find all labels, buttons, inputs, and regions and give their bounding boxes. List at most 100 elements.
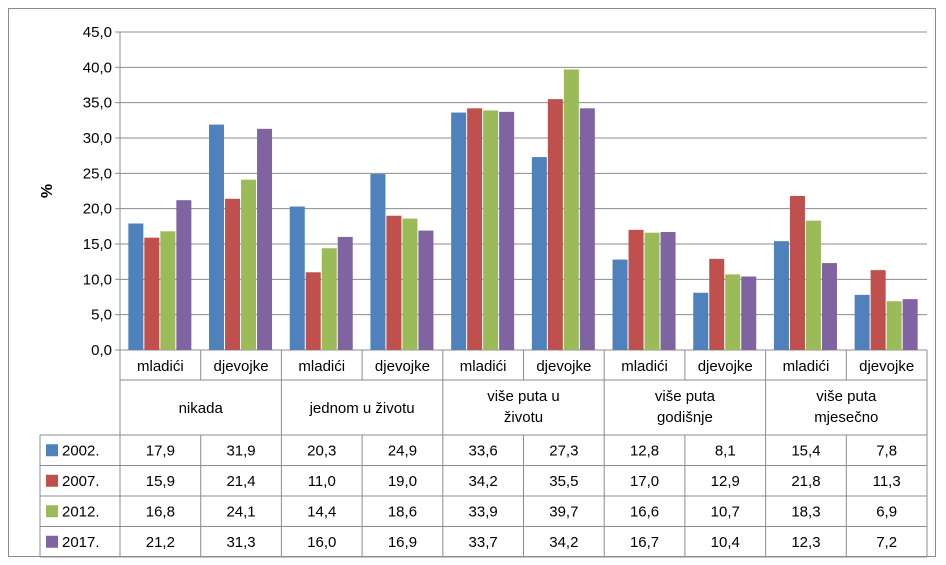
legend-key [46,444,58,457]
data-table-cell: 21,8 [791,473,820,490]
data-table-cell: 7,2 [876,534,897,551]
x-subcategory-label: mladići [460,358,507,375]
x-group-label: više puta u [487,388,560,405]
data-table-cell: 15,9 [146,473,175,490]
bar [370,174,386,350]
bar [563,69,579,350]
x-group-label: životu [504,409,543,426]
bar [773,241,789,350]
data-table-cell: 11,3 [873,473,901,490]
bar [402,218,418,350]
bar [225,198,241,350]
y-tick-label: 25,0 [83,165,112,182]
bar [160,231,176,350]
x-subcategory-label: djevojke [698,358,753,375]
data-table-cell: 10,4 [711,534,740,551]
x-subcategory-label: djevojke [859,358,914,375]
x-subcategory-label: djevojke [536,358,591,375]
bar [628,229,644,350]
x-subcategory-label: mladići [783,358,830,375]
data-table-cell: 34,2 [549,534,578,551]
bar [660,231,676,350]
y-tick-label: 35,0 [83,95,112,112]
x-group-label: više puta [655,388,716,405]
data-table-cell: 6,9 [876,503,897,520]
bar [709,258,725,350]
bar [289,206,305,350]
data-table-cell: 12,3 [791,534,820,551]
bar [386,215,402,350]
x-subcategory-label: mladići [298,358,345,375]
legend-label: 2007. [62,473,100,490]
bar [531,157,547,350]
data-table-cell: 20,3 [307,442,336,459]
bar [337,236,353,350]
data-table-cell: 14,4 [307,503,336,520]
data-table-cell: 31,9 [226,442,255,459]
bar [612,259,628,350]
data-table-cell: 11,0 [308,473,336,490]
legend-label: 2012. [62,503,100,520]
data-table-cell: 21,4 [226,473,255,490]
bar [321,248,337,350]
data-table-cell: 16,8 [146,503,175,520]
data-table-cell: 16,6 [630,503,659,520]
x-subcategory-label: djevojke [214,358,269,375]
bar [241,179,257,350]
data-table-cell: 19,0 [388,473,417,490]
data-table-cell: 18,3 [791,503,820,520]
bar [499,111,515,350]
legend-label: 2017. [62,534,100,551]
bar [144,237,160,350]
data-table-cell: 17,0 [630,473,659,490]
data-table-cell: 27,3 [549,442,578,459]
y-tick-label: 45,0 [83,24,112,41]
data-table-cell: 35,5 [549,473,578,490]
x-group-label: nikada [179,400,224,417]
y-tick-label: 0,0 [91,342,112,359]
bar [176,200,192,350]
bar [257,128,273,350]
data-table-cell: 33,7 [469,534,498,551]
bar [467,108,483,350]
data-table-cell: 17,9 [146,442,175,459]
bar [209,124,225,350]
x-group-label: mjesečno [814,409,878,426]
data-table-cell: 16,7 [630,534,659,551]
bar [741,276,757,350]
data-table-cell: 7,8 [876,442,897,459]
y-tick-label: 40,0 [83,59,112,76]
bar [418,230,434,350]
data-table-cell: 33,9 [469,503,498,520]
data-table-cell: 16,0 [307,534,336,551]
bar [789,195,805,350]
x-subcategory-label: mladići [621,358,668,375]
data-table-cell: 39,7 [549,503,578,520]
bar [870,270,886,350]
bar [902,299,918,350]
bar [725,274,741,350]
legend-key [46,505,58,518]
bar [644,232,660,350]
x-group-label: više puta [816,388,877,405]
data-table-cell: 24,9 [388,442,417,459]
data-table-cell: 16,9 [388,534,417,551]
data-table-cell: 12,9 [711,473,740,490]
data-table-cell: 33,6 [469,442,498,459]
data-table-cell: 18,6 [388,503,417,520]
bar [693,292,709,350]
bar [805,220,821,350]
y-tick-label: 10,0 [83,271,112,288]
x-group-label: jednom u životu [309,400,415,417]
x-subcategory-label: mladići [137,358,184,375]
bar [886,301,902,350]
data-table-cell: 31,3 [226,534,255,551]
y-tick-label: 5,0 [91,307,112,324]
data-table-cell: 8,1 [715,442,736,459]
bar [128,223,144,350]
legend-key [46,535,58,548]
legend-label: 2002. [62,442,100,459]
bar [579,108,595,350]
data-table-cell: 15,4 [791,442,820,459]
